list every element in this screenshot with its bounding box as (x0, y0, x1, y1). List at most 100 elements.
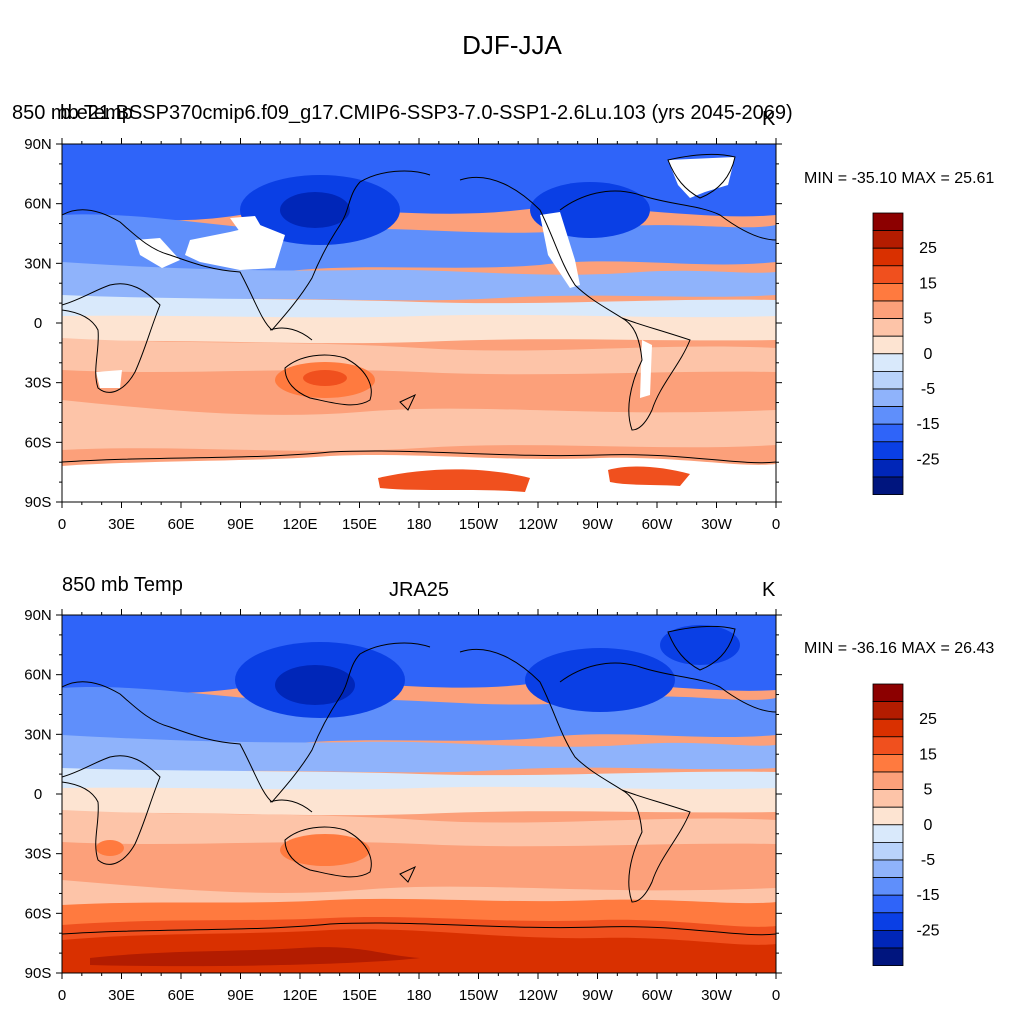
panel1-australia-hot (303, 370, 347, 386)
lon-label: 60E (168, 987, 195, 1004)
panel1-weddell-warm (608, 466, 690, 486)
lon-label: 60E (168, 516, 195, 533)
panel2-min-max: MIN = -36.16 MAX = 26.43 (804, 640, 995, 657)
panel2-left-title: 850 mb Temp (62, 574, 183, 596)
lon-label: 150E (342, 516, 377, 533)
colorbar-swatch (872, 877, 904, 896)
panel1-caspian-missing (135, 238, 180, 268)
colorbar-tick-label: 0 (924, 817, 933, 834)
lon-label: 150E (342, 987, 377, 1004)
colorbar-swatch (872, 423, 904, 443)
lon-label: 180 (406, 987, 431, 1004)
lon-label: 90E (227, 516, 254, 533)
colorbar-tick-label: 5 (924, 311, 933, 328)
panel1-band-equator-cream (62, 314, 776, 344)
colorbar-swatch (872, 265, 904, 284)
lat-label: 60N (24, 196, 52, 213)
colorbar-swatch (872, 701, 904, 720)
panel2-siberia-coldest (275, 665, 355, 705)
colorbar-swatch (872, 230, 904, 249)
colorbar-swatch (872, 736, 904, 755)
lon-label: 90W (582, 987, 614, 1004)
lon-label: 0 (772, 987, 780, 1004)
lon-label: 60W (642, 987, 674, 1004)
lon-label: 90W (582, 516, 614, 533)
colorbar-swatch (872, 947, 904, 967)
colorbar-tick-label: 15 (919, 746, 937, 763)
colorbar-tick-label: -15 (916, 887, 939, 904)
colorbar-tick-label: 0 (924, 346, 933, 363)
panel1-andes-missing (640, 340, 652, 398)
colorbar-swatch (872, 912, 904, 931)
colorbar-tick-label: 15 (919, 275, 937, 292)
lat-label: 0 (34, 786, 42, 803)
panel2-band-south-peach (62, 810, 776, 847)
lat-label: 30S (25, 846, 52, 863)
colorbar-tick-label: 25 (919, 711, 937, 728)
panel1-band-southern-ocean-peach (62, 400, 776, 451)
lon-label: 90E (227, 987, 254, 1004)
lat-label: 60N (24, 667, 52, 684)
panel2-south-africa-warm (96, 840, 124, 856)
colorbar-swatch (872, 370, 904, 390)
colorbar-tick-label: -5 (921, 852, 935, 869)
lon-label: 0 (58, 987, 66, 1004)
colorbar-swatch (872, 441, 904, 460)
colorbar-swatch (872, 842, 904, 861)
panel2-australia-warm (280, 834, 370, 866)
lon-label: 180 (406, 516, 431, 533)
colorbar-swatch (872, 476, 904, 496)
lat-label: 60S (25, 434, 52, 451)
panel2-map (62, 615, 776, 973)
panel1-band-tropics-pale (62, 295, 776, 320)
colorbar-swatch (872, 859, 904, 879)
panel2-band-equator-cream (62, 786, 776, 816)
colorbar-tick-label: -15 (916, 416, 939, 433)
colorbar-swatch (872, 353, 904, 372)
panel1-band-south-peach (62, 338, 776, 375)
panel1-tibet-missing (185, 225, 285, 270)
panel1-ross-sea-warm (378, 469, 530, 492)
lat-label: 30N (24, 255, 52, 272)
panel1-greenland-missing (668, 157, 735, 198)
colorbar-swatch (872, 683, 904, 703)
panel2-units: K (762, 579, 776, 601)
panel1-left-title: 850 mb Temp (12, 102, 133, 124)
panel1-coastlines (62, 153, 776, 464)
colorbar-swatch (872, 894, 904, 914)
panel1-band-subtrop-lightblue (62, 262, 776, 301)
colorbar-tick-label: -5 (921, 381, 935, 398)
colorbar-swatch (872, 388, 904, 408)
colorbar-swatch (872, 771, 904, 791)
colorbar-tick-label: 5 (924, 782, 933, 799)
colorbar-swatch (872, 335, 904, 355)
panel1-center-title: b.e21.BSSP370cmip6.f09_g17.CMIP6-SSP3-7.… (60, 102, 793, 124)
panel1-siberia-coldest (280, 192, 350, 228)
lon-label: 30W (701, 516, 733, 533)
lat-label: 30N (24, 726, 52, 743)
colorbar-swatch (872, 212, 904, 232)
colorbar-swatch (872, 318, 904, 337)
colorbar-swatch (872, 300, 904, 320)
lat-label: 30S (25, 375, 52, 392)
lon-label: 0 (772, 516, 780, 533)
axes-layer: 0 30E 60E 90E 120E 150E 180 150W 120W 90W 60W 30W 09… (24, 136, 782, 1004)
colorbar-swatch (872, 789, 904, 808)
panel1-min-max: MIN = -35.10 MAX = 25.61 (804, 170, 995, 187)
colorbar-swatch (872, 458, 904, 478)
panel2-greenland-cold (660, 625, 740, 665)
panel2-canada-cold-core (525, 648, 675, 712)
lon-label: 60W (642, 516, 674, 533)
colorbar-swatch (872, 754, 904, 773)
panel2-antarctic-band-4 (90, 947, 420, 967)
lat-label: 90S (25, 965, 52, 982)
panel1-colorbar: 25 15 5 0 -5 -15 -25 (872, 212, 940, 496)
colorbar-swatch (872, 718, 904, 738)
colorbar-swatch (872, 406, 904, 425)
lon-label: 0 (58, 516, 66, 533)
lat-label: 60S (25, 905, 52, 922)
panel2-coastlines (62, 625, 776, 936)
panel2-colorbar: 25 15 5 0 -5 -15 -25 (872, 683, 940, 967)
panel1-central-asia-missing (230, 216, 262, 232)
